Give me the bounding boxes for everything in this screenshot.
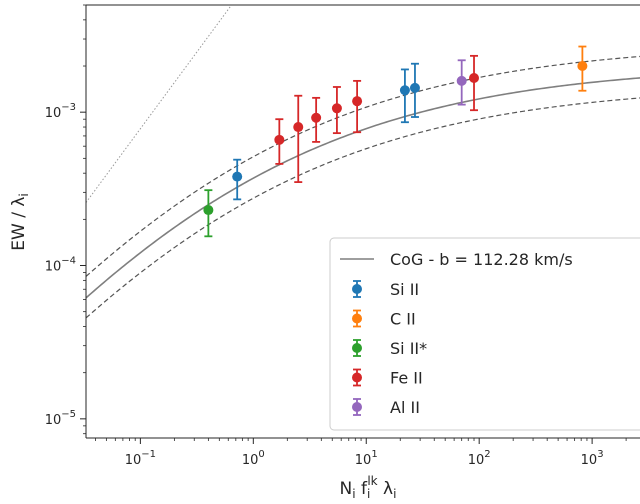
y-tick-label: 10−5 bbox=[45, 409, 76, 428]
x-tick-label: 101 bbox=[355, 449, 378, 468]
x-axis-label: Ni filk λi bbox=[340, 474, 397, 501]
legend-si-ii-star-marker bbox=[352, 343, 362, 353]
curves-group bbox=[86, 5, 640, 319]
legend-si-ii-star-label: Si II* bbox=[390, 339, 427, 358]
legend-fe-ii-label: Fe II bbox=[390, 369, 423, 388]
x-tick-label: 103 bbox=[581, 449, 604, 468]
al-ii-point bbox=[456, 75, 467, 86]
legend-c-ii-label: C II bbox=[390, 310, 416, 329]
legend-frame bbox=[329, 237, 640, 431]
x-tick-label: 102 bbox=[468, 449, 491, 468]
fe-ii-point bbox=[311, 112, 322, 123]
legend: CoG - b = 112.28 km/s Si II C II Si II* Fe … bbox=[329, 237, 640, 431]
legend-si-ii-marker bbox=[352, 284, 362, 294]
y-axis-label: EW / λi bbox=[9, 193, 31, 251]
fe-ii-point bbox=[331, 103, 342, 114]
x-tick-label: 10−1 bbox=[125, 449, 156, 468]
legend-items: Si II C II Si II* Fe II Al II bbox=[352, 280, 427, 417]
fe-ii-point bbox=[469, 73, 480, 84]
si-ii-star-point bbox=[203, 205, 214, 216]
fe-ii-point bbox=[274, 134, 285, 145]
legend-cog-label: CoG - b = 112.28 km/s bbox=[390, 250, 573, 269]
fe-ii-point bbox=[293, 122, 304, 133]
cog-main-line bbox=[86, 77, 640, 299]
legend-si-ii-label: Si II bbox=[390, 280, 419, 299]
si-ii-point bbox=[399, 85, 410, 96]
c-ii-point bbox=[577, 61, 588, 72]
ticks-group: 10−1 100 101 102 103 10−5 10−4 10−3 bbox=[45, 4, 627, 468]
si-ii-point bbox=[232, 171, 243, 182]
cog-upper-dashed-line bbox=[86, 55, 640, 277]
legend-fe-ii-marker bbox=[352, 372, 362, 383]
y-tick-label: 10−3 bbox=[45, 102, 76, 121]
x-tick-label: 100 bbox=[242, 449, 265, 468]
fe-ii-point bbox=[352, 96, 363, 107]
legend-c-ii-marker bbox=[352, 313, 362, 324]
legend-al-ii-marker bbox=[352, 402, 362, 412]
si-ii-point bbox=[409, 82, 420, 93]
cog-lower-dashed-line bbox=[86, 97, 640, 319]
y-tick-label: 10−4 bbox=[45, 256, 76, 275]
legend-al-ii-label: Al II bbox=[390, 398, 420, 417]
linear-regime-line bbox=[86, 5, 233, 203]
data-points-group bbox=[203, 45, 588, 238]
